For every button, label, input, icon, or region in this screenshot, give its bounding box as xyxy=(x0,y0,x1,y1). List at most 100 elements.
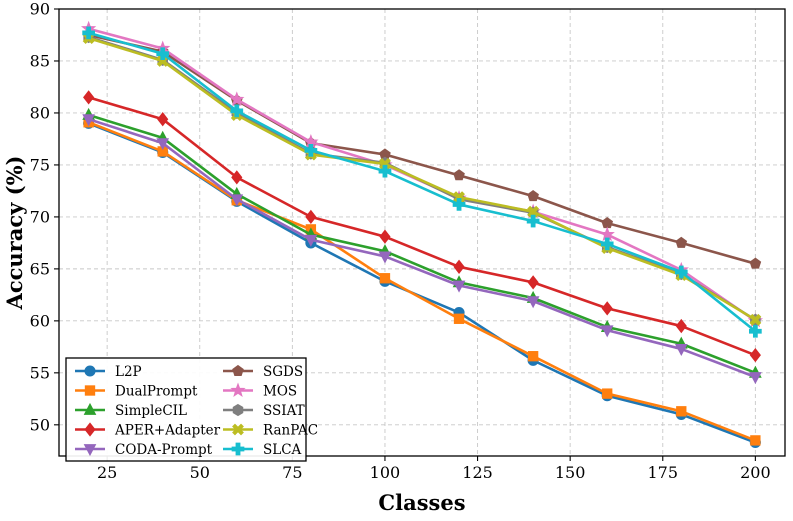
y-axis-title: Accuracy (%) xyxy=(2,156,27,311)
y-tick-label: 55 xyxy=(30,363,50,382)
data-point-mos xyxy=(229,91,245,106)
x-axis-title: Classes xyxy=(378,490,465,515)
legend-label: DualPrompt xyxy=(115,383,198,399)
axis-ticks: 25 50 75 100 125 150 175 200 50 55 60 65 70 75 80 85 90 xyxy=(30,0,771,482)
data-point-slca xyxy=(452,198,466,211)
x-tick-label: 75 xyxy=(282,463,302,482)
x-tick-label: 25 xyxy=(97,463,117,482)
y-tick-label: 90 xyxy=(30,0,50,19)
plot-frame xyxy=(58,8,786,457)
x-tick-label: 100 xyxy=(370,463,401,482)
legend-label: CODA-Prompt xyxy=(115,442,213,458)
data-point-slca xyxy=(749,324,762,338)
data-point-aper-adapter xyxy=(379,229,391,244)
legend-marker xyxy=(232,423,244,436)
legend-label: RanPAC xyxy=(263,422,318,438)
legend-entry-ranpac: RanPAC xyxy=(223,422,318,438)
y-tick-label: 70 xyxy=(30,207,50,226)
data-point-coda-prompt xyxy=(230,194,244,207)
series-simplecil xyxy=(82,107,762,378)
legend-entry-simplecil: SimpleCIL xyxy=(75,403,187,419)
series-line-simplecil xyxy=(88,113,756,375)
legend-marker xyxy=(84,365,96,377)
series-line-slca xyxy=(88,31,757,333)
data-point-coda-prompt xyxy=(526,296,540,309)
legend-box xyxy=(65,357,307,462)
data-point-aper-adapter xyxy=(601,301,613,316)
data-point-ranpac xyxy=(527,205,540,218)
data-point-ranpac xyxy=(379,157,391,170)
data-point-slca xyxy=(230,104,244,118)
data-point-aper-adapter xyxy=(157,112,169,127)
series-line-sgds xyxy=(88,33,756,265)
data-point-slca xyxy=(526,214,540,228)
data-point-dualprompt xyxy=(527,351,539,362)
series-line-aper-adapter xyxy=(88,96,756,357)
data-point-slca xyxy=(600,237,614,251)
data-point-sgds xyxy=(749,257,762,269)
legend-entry-ssiat: SSIAT xyxy=(223,403,305,419)
legend-label: APER+Adapter xyxy=(114,422,221,438)
x-tick-label: 175 xyxy=(647,463,678,482)
legend-label: SimpleCIL xyxy=(115,403,187,419)
data-point-aper-adapter xyxy=(231,170,243,185)
legend-marker xyxy=(231,442,245,456)
legend-marker xyxy=(83,444,97,457)
data-point-coda-prompt xyxy=(749,372,762,385)
series-slca xyxy=(82,26,762,338)
data-point-coda-prompt xyxy=(82,114,95,127)
series-ranpac xyxy=(82,32,762,326)
legend-marker xyxy=(232,364,244,376)
data-point-dualprompt xyxy=(750,435,761,446)
x-tick-label: 150 xyxy=(555,463,586,482)
data-point-mos xyxy=(599,226,615,242)
data-point-sgds xyxy=(453,169,465,181)
data-point-slca xyxy=(378,164,392,178)
series-line-dualprompt xyxy=(88,121,756,442)
x-tick-label: 200 xyxy=(740,463,771,482)
data-point-dualprompt xyxy=(379,273,391,284)
series-layer xyxy=(80,20,764,449)
legend-marker xyxy=(84,422,96,437)
y-tick-label: 50 xyxy=(30,415,50,434)
series-coda-prompt xyxy=(82,114,762,385)
data-point-coda-prompt xyxy=(156,138,170,151)
data-point-coda-prompt xyxy=(674,344,688,357)
data-point-aper-adapter xyxy=(83,90,95,105)
legend-entry-sgds: SGDS xyxy=(223,364,303,380)
y-tick-label: 60 xyxy=(30,311,50,330)
legend-marker xyxy=(232,403,244,417)
legend: L2P DualPrompt SimpleCIL APER+Adapter CODA-P… xyxy=(65,357,318,462)
data-point-dualprompt xyxy=(453,313,465,324)
y-tick-label: 80 xyxy=(30,103,50,122)
legend-entry-coda-prompt: CODA-Prompt xyxy=(75,442,213,458)
data-point-slca xyxy=(82,26,95,40)
legend-label: SSIAT xyxy=(263,403,305,419)
legend-entry-aper-adapter: APER+Adapter xyxy=(75,422,221,438)
data-point-coda-prompt xyxy=(600,325,614,338)
series-mos xyxy=(80,20,764,328)
series-line-coda-prompt xyxy=(88,117,756,379)
legend-entry-dualprompt: DualPrompt xyxy=(75,383,198,399)
data-point-aper-adapter xyxy=(453,259,465,274)
series-aper-adapter xyxy=(83,90,761,363)
data-point-coda-prompt xyxy=(452,280,466,293)
data-point-sgds xyxy=(675,236,688,248)
y-tick-label: 85 xyxy=(30,51,50,70)
data-point-aper-adapter xyxy=(305,209,317,225)
y-tick-label: 65 xyxy=(30,259,50,278)
legend-entry-slca: SLCA xyxy=(223,442,302,458)
legend-entry-mos: MOS xyxy=(223,382,297,399)
legend-label: SLCA xyxy=(263,442,302,458)
y-tick-label: 75 xyxy=(30,155,50,174)
data-point-coda-prompt xyxy=(378,251,392,264)
data-point-dualprompt xyxy=(676,406,687,417)
legend-label: MOS xyxy=(263,383,297,399)
data-point-aper-adapter xyxy=(527,275,539,290)
x-tick-label: 125 xyxy=(462,463,493,482)
data-point-slca xyxy=(304,144,318,157)
data-point-ranpac xyxy=(749,313,762,326)
legend-marker xyxy=(230,382,246,398)
series-line-ranpac xyxy=(88,36,757,321)
